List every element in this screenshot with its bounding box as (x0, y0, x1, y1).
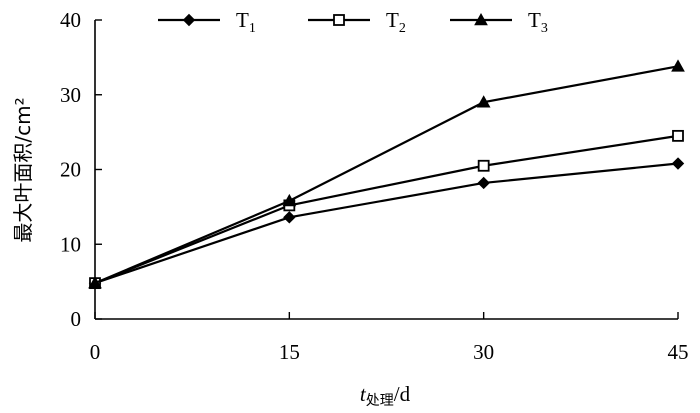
series-2 (89, 129, 684, 290)
x-tick-label: 0 (90, 340, 101, 364)
y-tick-label: 30 (60, 83, 81, 107)
y-axis: 0 10 20 30 40 (60, 8, 102, 331)
y-axis-title: 最大叶面积/cm² (11, 97, 35, 242)
data-point (671, 59, 685, 72)
data-point (672, 129, 684, 142)
x-axis-unit: /d (394, 382, 411, 406)
series-3 (88, 59, 685, 289)
data-point (477, 159, 490, 172)
data-point (282, 193, 297, 207)
y-tick-label: 40 (60, 8, 81, 32)
legend-marker (182, 13, 196, 27)
y-tick-label: 10 (60, 232, 81, 256)
series-1 (88, 157, 685, 290)
series-group (88, 59, 685, 290)
data-point (88, 276, 102, 289)
legend-item-2: T2 (308, 8, 406, 36)
x-tick-label: 45 (668, 340, 689, 364)
data-point (476, 95, 491, 108)
x-tick-label: 15 (279, 340, 300, 364)
legend-label: T1 (236, 8, 256, 36)
y-tick-label: 0 (71, 307, 82, 331)
legend-marker (333, 14, 345, 26)
legend-item-1: T1 (158, 8, 256, 36)
data-point (477, 176, 490, 190)
x-axis: 0 15 30 45 (90, 312, 689, 364)
legend-label: T3 (528, 8, 548, 36)
legend-label: T2 (386, 8, 406, 36)
series-line (94, 134, 679, 285)
x-axis-sub: 处理 (366, 393, 394, 409)
legend-marker (474, 12, 488, 26)
legend: T1 T2 T3 (158, 8, 548, 36)
data-point (671, 157, 685, 170)
x-tick-label: 30 (473, 340, 494, 364)
x-axis-var: t (360, 382, 367, 406)
x-axis-title: t处理/d (360, 382, 411, 409)
series-line (94, 162, 679, 285)
legend-item-3: T3 (450, 8, 548, 36)
data-point (283, 211, 296, 224)
y-tick-label: 20 (60, 158, 81, 182)
series-line (94, 65, 679, 285)
